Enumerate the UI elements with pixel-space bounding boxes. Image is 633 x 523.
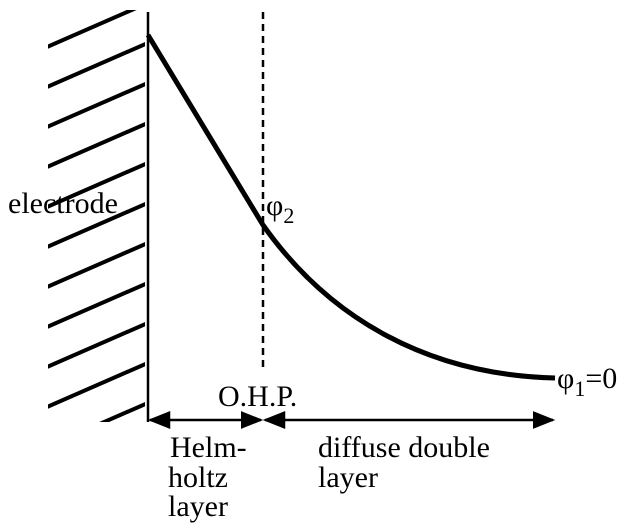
ohp-label: O.H.P. xyxy=(218,380,297,413)
hatch-line xyxy=(48,361,145,409)
phi-symbol: φ xyxy=(266,189,283,222)
diffuse-line: diffuse double xyxy=(318,431,490,464)
subscript: 1 xyxy=(574,376,585,401)
diffuse-line: layer xyxy=(318,461,378,494)
electrode-label: electrode xyxy=(8,187,118,220)
hatch-line xyxy=(99,401,145,422)
hatch-line xyxy=(48,10,137,49)
hatch-line xyxy=(48,81,145,129)
hatch-line xyxy=(48,241,145,289)
electrode-hatching xyxy=(40,10,150,490)
hatch-line xyxy=(48,41,145,89)
hatch-line xyxy=(48,201,145,249)
hatch-line xyxy=(48,321,145,369)
subscript: 2 xyxy=(283,203,294,228)
phi1-label: φ1=0 xyxy=(557,362,617,401)
hatch-line xyxy=(40,442,150,490)
potential-curve xyxy=(145,33,556,381)
helmholtz-line: holtz xyxy=(168,461,228,494)
hatch-line xyxy=(48,161,145,209)
phi2-label: φ2 xyxy=(266,189,294,228)
hatch-line xyxy=(48,281,145,329)
hatch-line xyxy=(48,121,145,169)
helmholtz-line: Helm- xyxy=(170,431,247,464)
value: =0 xyxy=(585,362,617,395)
helmholtz-line: layer xyxy=(168,490,228,523)
phi-symbol: φ xyxy=(557,362,574,395)
